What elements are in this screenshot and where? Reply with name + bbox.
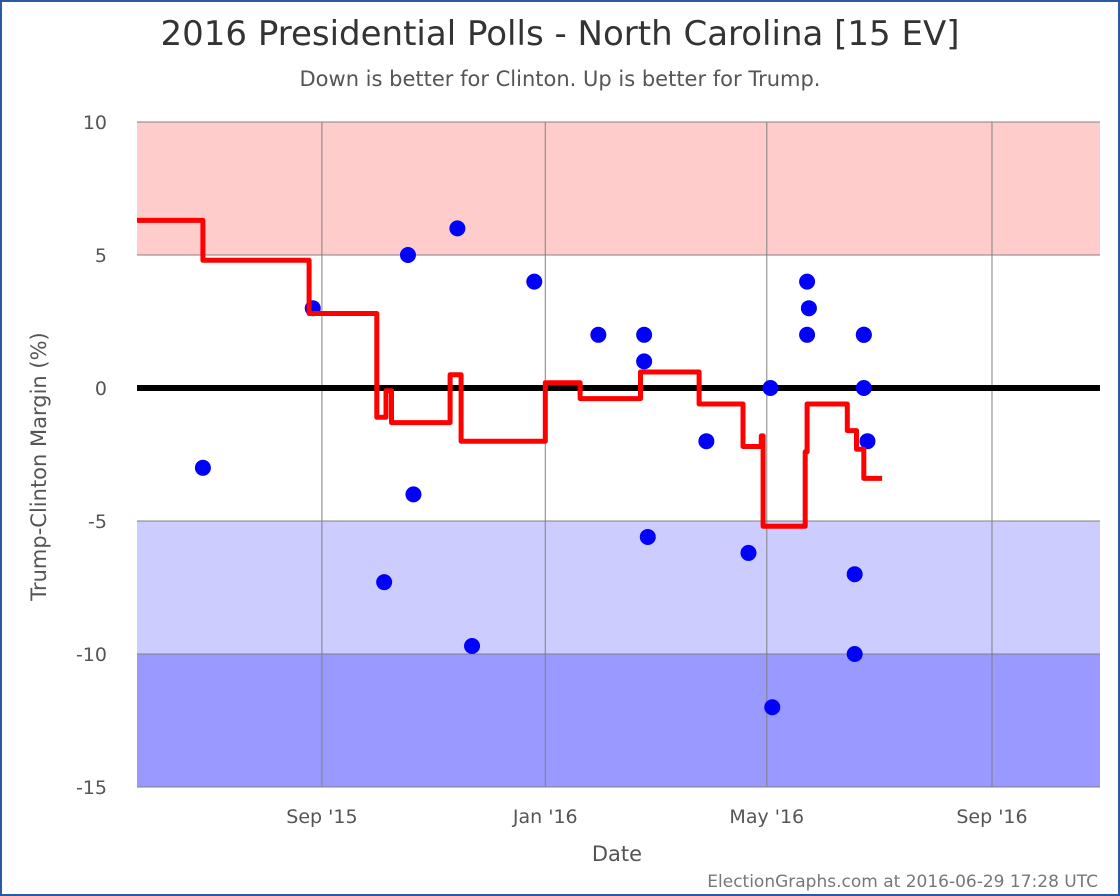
poll-point — [194, 459, 211, 476]
poll-point — [698, 433, 715, 450]
poll-point — [764, 699, 781, 716]
poll-point — [846, 566, 863, 583]
x-tick-label: Sep '15 — [286, 806, 357, 828]
axes: 10 5 0 -5 -10 -15 Sep '15 Jan '16 May '16 Sep '16… — [27, 112, 1028, 866]
y-axis-label: Trump-Clinton Margin (%) — [27, 332, 51, 602]
chart-title: 2016 Presidential Polls - North Carolina… — [160, 14, 960, 54]
poll-point — [399, 247, 416, 263]
poll-point — [405, 486, 422, 503]
poll-point — [859, 433, 876, 450]
margin-bands — [137, 122, 1100, 787]
x-tick-label: May '16 — [729, 806, 804, 828]
poll-points — [194, 220, 876, 716]
poll-point — [526, 273, 543, 290]
poll-point — [799, 273, 816, 290]
poll-point — [799, 326, 816, 343]
poll-point — [636, 353, 653, 370]
band-2 — [137, 521, 1100, 654]
average-line-group — [137, 217, 883, 529]
source-footer: ElectionGraphs.com at 2016-06-29 17:28 U… — [707, 872, 1098, 892]
poll-point — [590, 326, 607, 343]
y-tick-label: 10 — [83, 112, 107, 134]
poll-point — [639, 528, 656, 545]
y-tick-label: -15 — [76, 777, 107, 799]
x-tick-label: Sep '16 — [956, 806, 1027, 828]
x-axis-label: Date — [592, 842, 642, 866]
x-tick-label: Jan '16 — [512, 806, 578, 828]
poll-point — [449, 220, 466, 237]
poll-point — [855, 326, 872, 343]
poll-point — [464, 638, 481, 655]
average-line — [137, 217, 883, 529]
poll-point — [740, 544, 757, 561]
poll-point — [846, 646, 863, 662]
y-tick-label: 5 — [95, 245, 107, 267]
chart-subtitle: Down is better for Clinton. Up is better… — [299, 67, 821, 91]
band-0 — [137, 122, 1100, 255]
y-tick-label: -10 — [76, 644, 107, 666]
poll-point — [762, 380, 779, 396]
band-3 — [137, 654, 1100, 787]
poll-point — [636, 326, 653, 343]
poll-point — [855, 380, 872, 396]
y-tick-label: 0 — [95, 378, 107, 400]
poll-point — [800, 300, 817, 317]
gridlines — [137, 121, 1100, 788]
poll-point — [376, 574, 393, 591]
y-tick-label: -5 — [88, 511, 107, 533]
